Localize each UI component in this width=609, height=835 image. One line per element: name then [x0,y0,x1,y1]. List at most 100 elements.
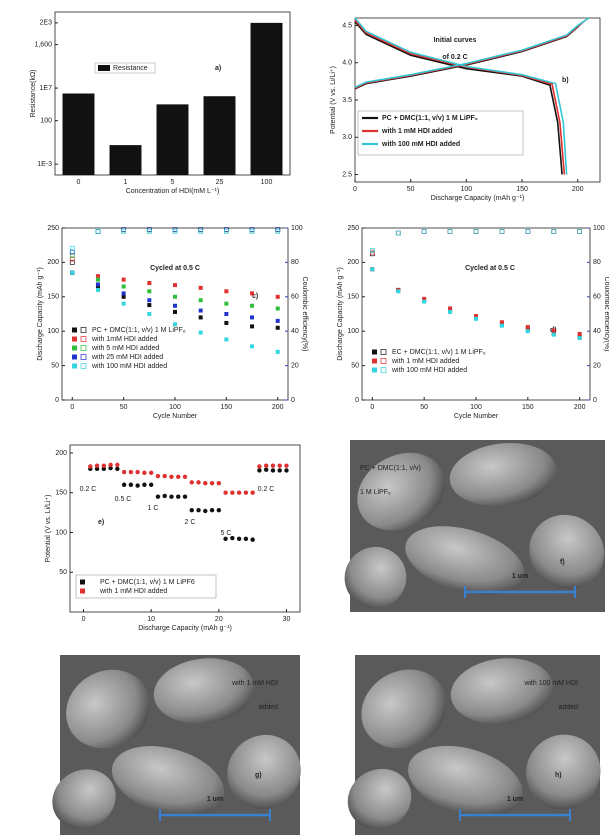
data-point [275,318,280,323]
y-tick-label: 50 [51,362,59,369]
data-point [135,469,140,475]
data-point [121,294,126,299]
data-point [189,508,194,513]
efficiency-point [69,260,75,265]
annotation: Cycled at 0.5 C [150,265,200,272]
data-point [198,298,203,303]
sem-image: PC + DMC(1:1, v/v) 1 M LiPF₆ f) 1 um [344,440,605,612]
data-point [223,490,228,495]
y-tick-label: 100 [47,328,59,335]
y2-tick-label: 40 [593,328,601,335]
grain [408,745,523,817]
legend-swatch [372,349,377,355]
data-point [422,296,427,301]
data-point [128,482,134,487]
data-point [121,284,126,289]
data-point [224,289,229,294]
y-tick-label: 250 [347,225,359,232]
legend-swatch [372,367,377,373]
data-point [284,463,289,468]
data-point [176,494,181,499]
data-point [275,306,280,311]
sem-image: with 1 mM HDI added g) 1 um [52,655,301,835]
legend-swatch [80,336,87,342]
data-point [209,508,215,513]
y-tick-label: 0 [355,397,359,404]
plot-frame [361,227,591,401]
legend-label: with 1 mM HDI added [391,358,459,365]
efficiency-point [69,253,75,258]
x-tick-label: 150 [221,404,233,411]
data-point [448,309,453,314]
x-tick-label: 100 [261,179,273,186]
legend-label: EC + DMC(1:1, v/v) 1 M LiPF₆ [392,349,486,356]
data-point [250,537,255,542]
data-point [474,316,478,321]
data-point [94,463,100,468]
caption: added [259,704,279,711]
y-tick-label: 100 [55,529,67,536]
bar [250,22,283,175]
legend-swatch [372,358,377,364]
data-point [101,463,107,468]
efficiency-point [95,229,101,234]
x-tick-label: 150 [522,404,534,411]
data-point [284,468,289,473]
y-tick-label: 0 [55,397,59,404]
efficiency-point [224,229,229,234]
efficiency-point [473,229,479,234]
data-point [216,480,222,486]
data-point [257,464,262,469]
efficiency-point [525,229,531,234]
x-tick-label: 100 [169,404,181,411]
data-point [148,470,154,476]
x-axis-title: Discharge Capacity (mAh g⁻¹) [138,625,232,632]
efficiency-point [395,230,401,236]
y-axis-title: Discharge Capacity (mAh g⁻¹) [37,267,44,361]
data-point [270,468,276,473]
data-point [95,282,100,287]
grain [529,514,605,589]
annotation: 0.2 C [80,486,97,493]
data-point [173,309,177,314]
x-tick-label: 0 [370,404,374,411]
annotation: 2 C [185,519,196,526]
efficiency-point [499,229,505,234]
scale-label: 1 um [507,796,523,803]
bar [156,104,189,175]
y-tick-label: 100 [347,328,359,335]
y-tick-label: 150 [347,294,359,301]
data-point [277,468,282,473]
data-point [448,306,453,311]
data-point [396,289,401,294]
legend-swatch [80,363,87,369]
y2-axis-title: Coulombic efficiency(%) [603,277,609,352]
panel-label: c) [252,293,258,300]
y2-tick-label: 20 [593,362,601,369]
data-point [370,267,375,272]
data-point [108,465,113,471]
data-point [173,303,177,308]
data-point [142,482,147,487]
efficiency-point [69,256,75,262]
legend-label: PC + DMC(1:1, v/v) 1 M LiPF₆ [382,115,478,122]
panel-label: f) [560,559,565,566]
y2-tick-label: 0 [593,397,597,404]
panel-label: a) [215,65,221,72]
efficiency-point [499,229,505,234]
efficiency-point [421,229,427,234]
panel-label: g) [255,772,262,779]
legend-box [357,110,524,156]
data-point [135,483,140,488]
efficiency-point [121,229,126,234]
efficiency-point [198,229,204,234]
efficiency-point [69,246,75,251]
y2-tick-label: 100 [291,225,303,232]
panel-label: h) [555,772,562,779]
annotation: 1 C [148,505,159,512]
legend-swatch [80,579,85,585]
legend-label: with 1 mM HDI added [99,588,167,595]
grain [153,658,255,724]
data-point [95,277,100,282]
data-point [147,298,152,303]
